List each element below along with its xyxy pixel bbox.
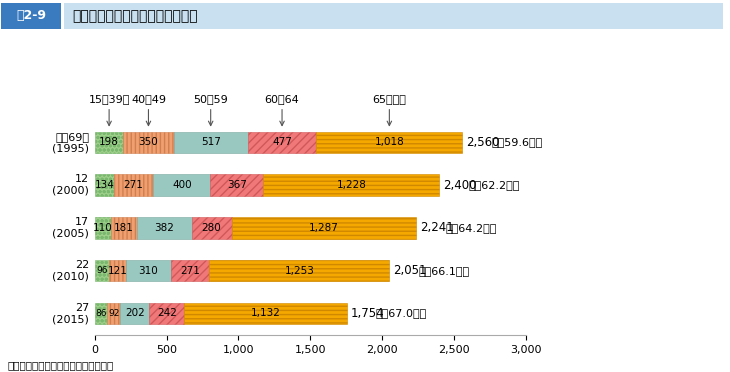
Text: 134: 134	[95, 180, 115, 190]
Text: 15～39歳: 15～39歳	[88, 94, 130, 126]
Text: 1,754: 1,754	[350, 307, 384, 320]
Text: 271: 271	[180, 266, 200, 276]
Bar	[111, 217, 137, 238]
Text: 2,241: 2,241	[420, 221, 454, 234]
Text: 1,132: 1,132	[250, 308, 280, 318]
Bar	[95, 260, 109, 281]
Bar	[95, 174, 114, 196]
Text: 242: 242	[157, 308, 177, 318]
Text: 【平67.0歳】: 【平67.0歳】	[375, 308, 426, 318]
Bar	[95, 217, 111, 238]
Bar	[1, 3, 61, 29]
Text: 271: 271	[123, 180, 144, 190]
Text: 2,560: 2,560	[466, 136, 499, 149]
Bar	[114, 174, 153, 196]
Bar	[247, 132, 316, 153]
Bar	[109, 260, 126, 281]
Bar	[184, 303, 347, 324]
Bar	[174, 132, 247, 153]
Text: 【平59.6歳】: 【平59.6歳】	[491, 137, 542, 147]
Text: 2,400: 2,400	[443, 179, 477, 192]
Bar	[120, 303, 150, 324]
Bar	[210, 174, 263, 196]
Text: 92: 92	[108, 309, 120, 318]
Text: 477: 477	[272, 137, 292, 147]
Bar	[210, 260, 389, 281]
Text: 280: 280	[201, 223, 221, 233]
Text: 350: 350	[139, 137, 158, 147]
Text: 202: 202	[125, 308, 145, 318]
Bar	[137, 217, 191, 238]
Text: 資料：農林水産省「農林業センサス」: 資料：農林水産省「農林業センサス」	[7, 360, 114, 370]
Bar	[171, 260, 210, 281]
Text: 96: 96	[96, 266, 107, 275]
Bar	[316, 132, 462, 153]
Text: 121: 121	[107, 266, 127, 276]
Text: 年齢別基幹的農業従事者数の推移: 年齢別基幹的農業従事者数の推移	[72, 9, 198, 23]
Text: 【平66.1歳】: 【平66.1歳】	[418, 266, 469, 276]
Text: 1,228: 1,228	[337, 180, 366, 190]
Text: 198: 198	[99, 137, 119, 147]
Text: 1,253: 1,253	[285, 266, 315, 276]
Bar	[153, 174, 210, 196]
Text: 517: 517	[201, 137, 220, 147]
Text: 400: 400	[172, 180, 191, 190]
Bar	[95, 132, 123, 153]
Text: 1,287: 1,287	[310, 223, 339, 233]
Bar	[263, 174, 439, 196]
Bar	[64, 3, 723, 29]
Text: 60～64: 60～64	[265, 94, 299, 126]
Text: 382: 382	[154, 223, 174, 233]
Bar	[123, 132, 174, 153]
Bar	[150, 303, 184, 324]
Text: 図2-9: 図2-9	[16, 10, 47, 22]
Text: 367: 367	[227, 180, 247, 190]
Bar	[95, 303, 107, 324]
Text: 65歳以上: 65歳以上	[372, 94, 407, 126]
Text: 110: 110	[93, 223, 112, 233]
Bar	[231, 217, 417, 238]
Text: 50～59: 50～59	[193, 94, 228, 126]
Text: 【平62.2歳】: 【平62.2歳】	[468, 180, 520, 190]
Bar	[191, 217, 231, 238]
Text: 310: 310	[139, 266, 158, 276]
Text: 【平64.2歳】: 【平64.2歳】	[445, 223, 496, 233]
Bar	[126, 260, 171, 281]
Bar	[107, 303, 120, 324]
Text: 40～49: 40～49	[131, 94, 166, 126]
Text: 86: 86	[96, 309, 107, 318]
Text: 2,051: 2,051	[393, 264, 426, 277]
Text: 1,018: 1,018	[374, 137, 404, 147]
Text: 181: 181	[114, 223, 134, 233]
